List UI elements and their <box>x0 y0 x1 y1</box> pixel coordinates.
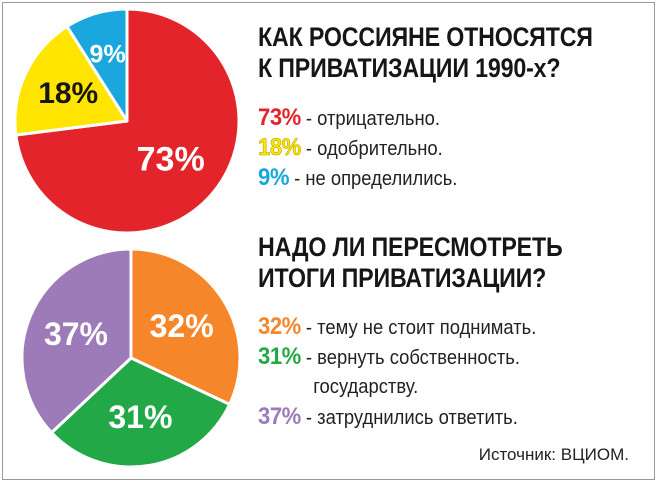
slice-approving-label: 18% <box>38 77 98 110</box>
legend-text: - вернуть собственность. <box>300 347 520 369</box>
legend-pct: 9% <box>258 164 289 191</box>
legend-item-return-property-cont: государству. <box>313 376 419 398</box>
legend-text: - одобрительно. <box>300 138 443 160</box>
slice-hard-to-say <box>20 247 133 435</box>
legend-pct: 31% <box>258 343 301 370</box>
chart-1-title-line-1: КАК РОССИЯНЕ ОТНОСЯТСЯ <box>258 22 593 52</box>
legend-pct: 37% <box>258 403 301 430</box>
chart-2-title: НАДО ЛИ ПЕРЕСМОТРЕТЬ ИТОГИ ПРИВАТИЗАЦИИ? <box>258 232 563 294</box>
legend-item-approving: 18% - одобрительно. <box>258 133 457 163</box>
slice-return-property-label: 31% <box>108 399 172 435</box>
legend-item-hard-to-say: 37% - затруднились ответить. <box>258 402 536 432</box>
legend-item-not-worth: 32% - тему не стоит поднимать. <box>258 312 536 342</box>
slice-undecided <box>65 7 129 123</box>
legend-text: - не определились. <box>288 168 458 190</box>
pie-privatization-attitude: 73% 18% 9% <box>13 7 241 235</box>
slice-not-worth-label: 32% <box>150 308 214 344</box>
slice-approving <box>13 24 129 137</box>
legend-text: - тему не стоит поднимать. <box>300 317 537 339</box>
legend-item-negative: 73% - отрицательно. <box>258 103 457 133</box>
legend-text: - затруднились ответить. <box>300 407 518 429</box>
pie-revise-privatization: 32% 31% 37% <box>20 247 242 469</box>
slice-return-property <box>50 356 232 469</box>
chart-1-title-line-2: К ПРИВАТИЗАЦИИ 1990-х? <box>258 53 561 83</box>
slice-hard-to-say-label: 37% <box>44 316 108 352</box>
chart-2-title-line-1: НАДО ЛИ ПЕРЕСМОТРЕТЬ <box>258 232 563 262</box>
slice-not-worth <box>129 247 242 406</box>
legend-item-undecided: 9% - не определились. <box>258 163 457 193</box>
legend-item-return-property: 31% - вернуть собственность. <box>258 342 536 372</box>
legend-pct: 18% <box>258 134 302 162</box>
legend-pct: 73% <box>258 104 301 131</box>
chart-1-legend: 73% - отрицательно. 18% - одобрительно. … <box>258 103 475 193</box>
source-note: Источник: ВЦИОМ. <box>478 445 629 464</box>
legend-text: - отрицательно. <box>300 108 440 130</box>
slice-negative-label: 73% <box>137 141 205 179</box>
chart-2-legend: 32% - тему не стоит поднимать. 31% - вер… <box>258 312 561 432</box>
chart-1-title: КАК РОССИЯНЕ ОТНОСЯТСЯ К ПРИВАТИЗАЦИИ 19… <box>258 22 593 84</box>
slice-undecided-label: 9% <box>90 40 126 68</box>
legend-pct: 32% <box>258 313 301 340</box>
chart-2-title-line-2: ИТОГИ ПРИВАТИЗАЦИИ? <box>258 263 547 293</box>
